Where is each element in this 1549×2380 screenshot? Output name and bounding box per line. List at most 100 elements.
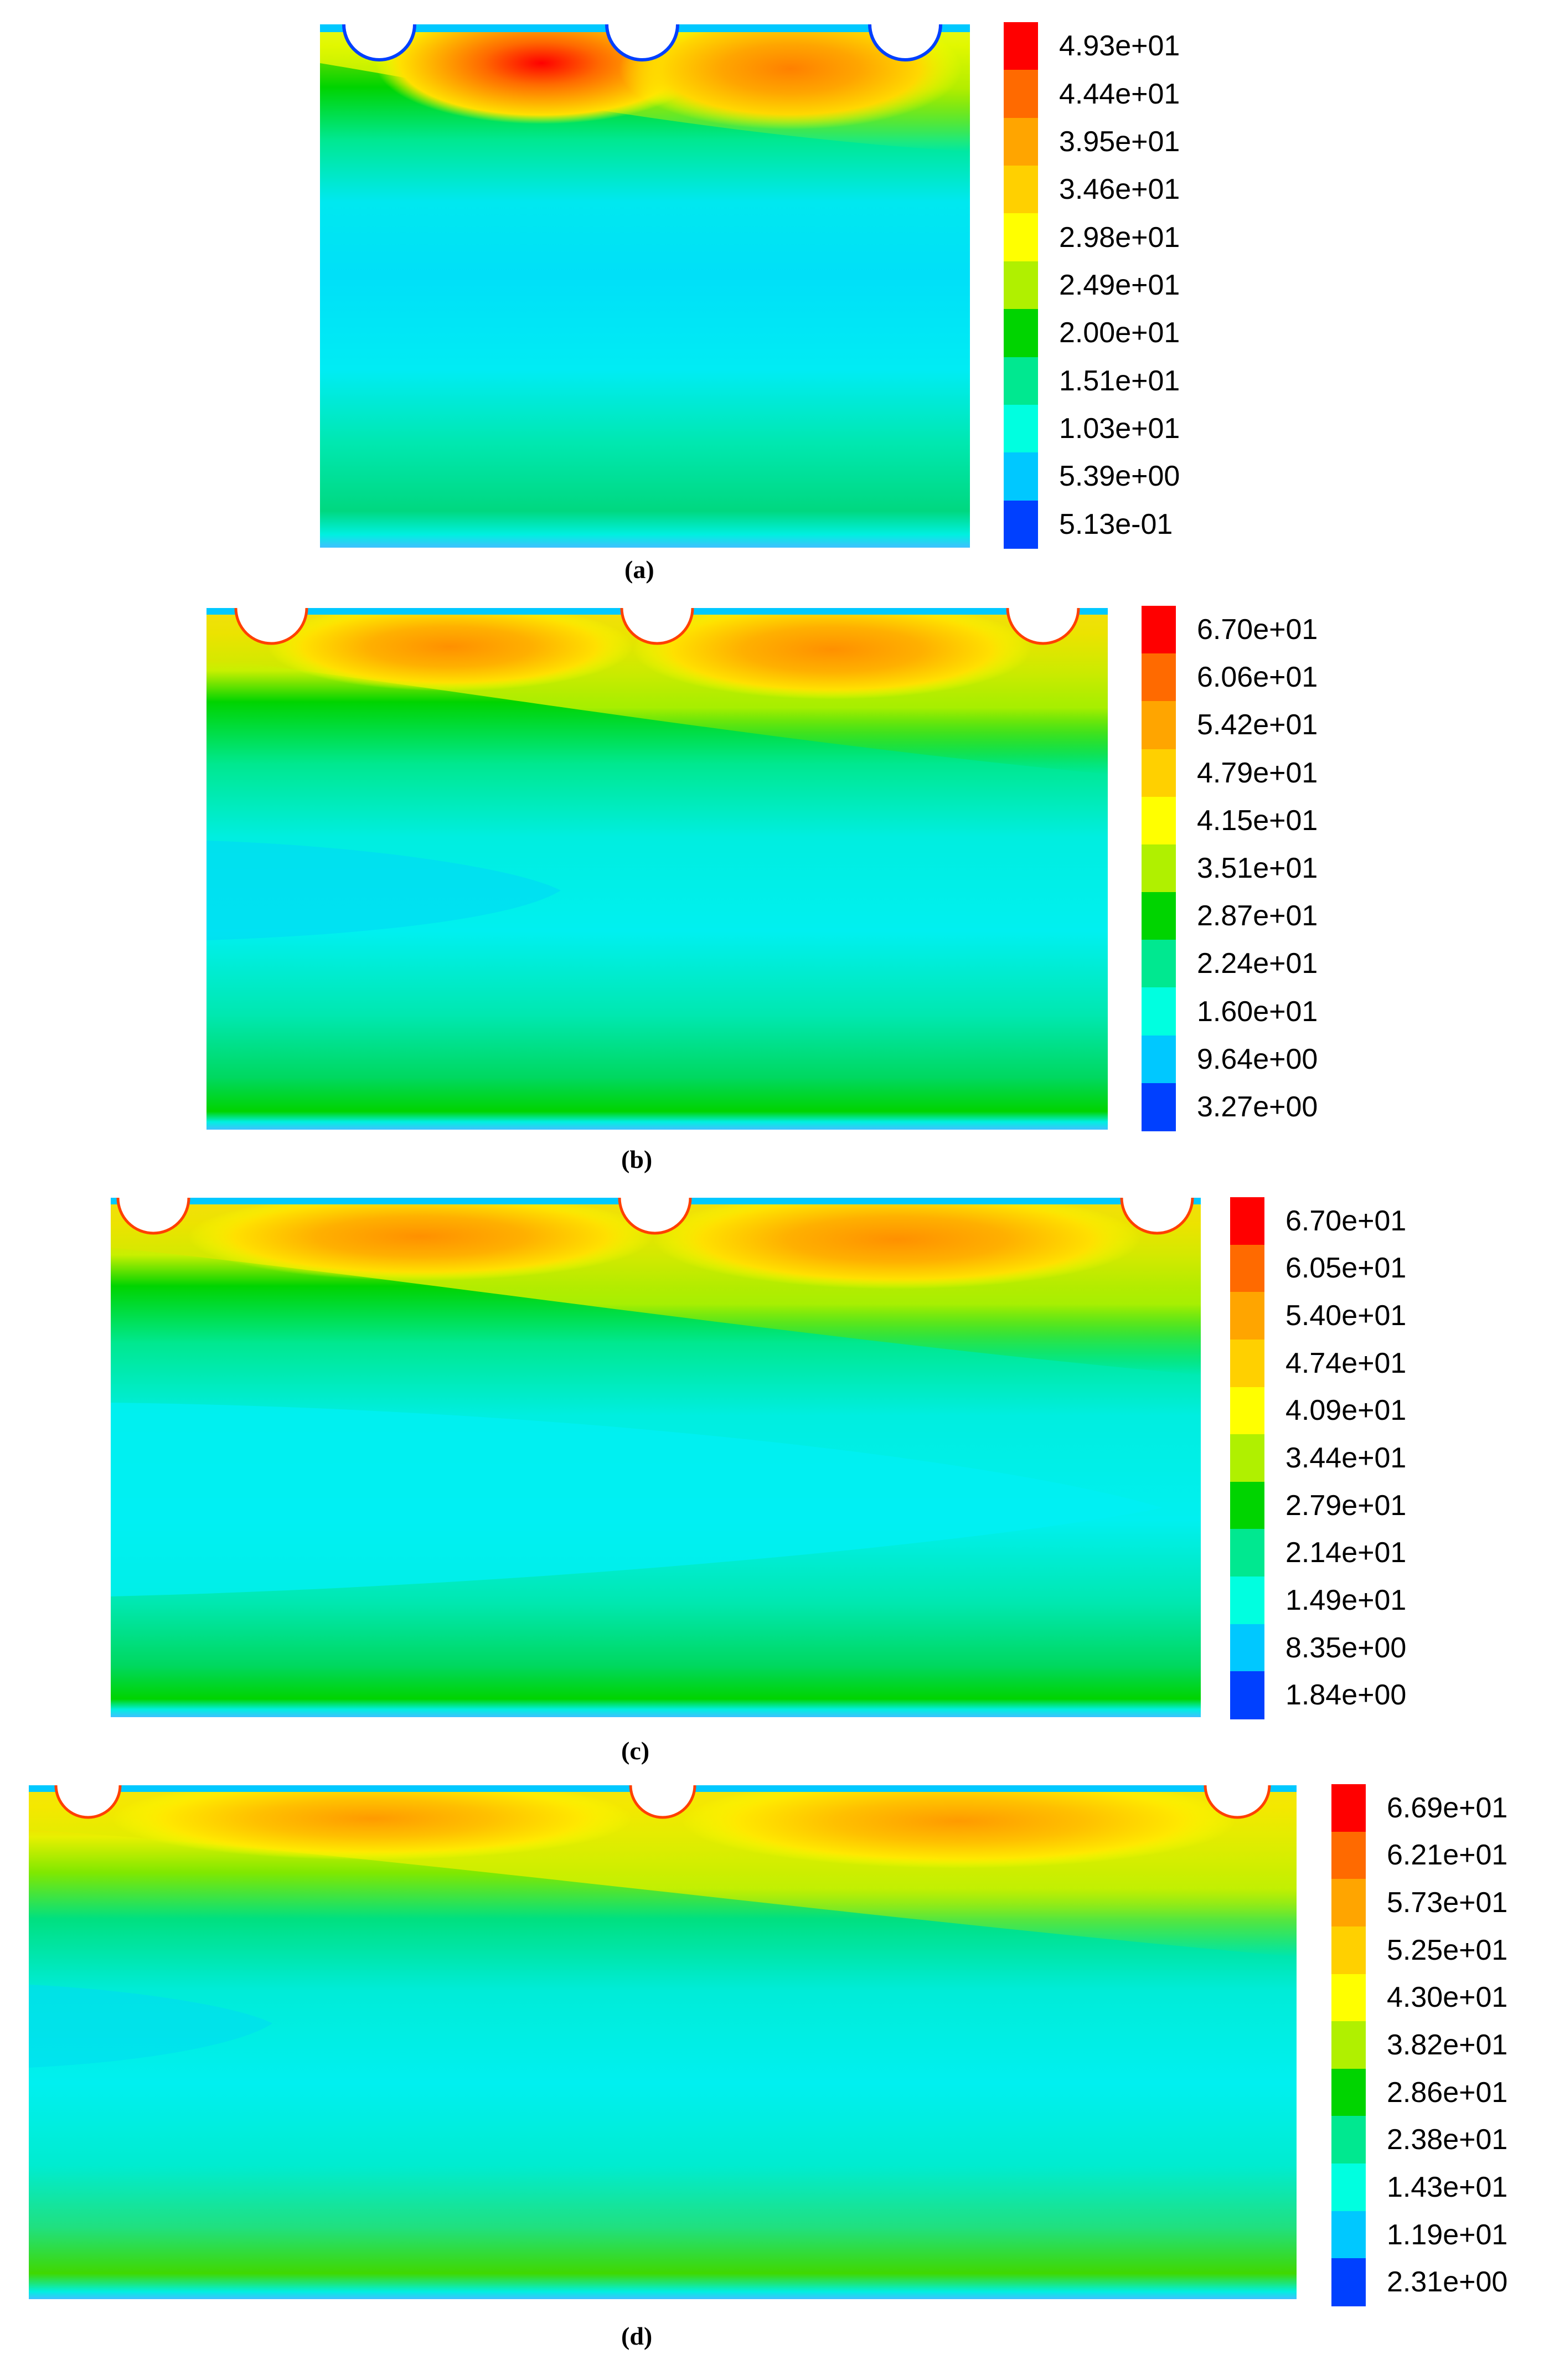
legend-label: 6.06e+01 (1197, 661, 1318, 694)
legend-swatch (1230, 1434, 1264, 1482)
legend-label: 1.51e+01 (1059, 364, 1180, 397)
legend-label: 6.69e+01 (1387, 1791, 1508, 1824)
legend-swatch (1331, 2021, 1366, 2069)
hot-spot-2 (653, 1198, 1140, 1289)
legend-label: 3.46e+01 (1059, 173, 1180, 206)
legend-label: 2.98e+01 (1059, 221, 1180, 254)
legend-swatch (1004, 500, 1038, 549)
legend-label: 2.86e+01 (1387, 2076, 1508, 2109)
legend-label: 5.42e+01 (1197, 709, 1318, 741)
legend-swatch (1230, 1624, 1264, 1672)
legend-swatch (1004, 452, 1038, 501)
legend-swatch (1230, 1577, 1264, 1625)
cylinder-1 (54, 1785, 122, 1819)
caption-b: (b) (621, 1145, 653, 1173)
legend-swatch (1004, 166, 1038, 214)
legend-swatch (1142, 940, 1176, 988)
legend-label: 3.51e+01 (1197, 852, 1318, 884)
legend-label: 5.25e+01 (1387, 1934, 1508, 1966)
legend-swatch (1004, 22, 1038, 71)
legend-label: 4.79e+01 (1197, 756, 1318, 789)
legend-swatch (1142, 844, 1176, 893)
cylinder-3 (1120, 1198, 1194, 1235)
legend-swatch (1230, 1671, 1264, 1719)
legend-label: 6.21e+01 (1387, 1839, 1508, 1872)
legend-swatch (1230, 1529, 1264, 1578)
caption-d: (d) (621, 2322, 653, 2350)
contour-plot-d (29, 1785, 1297, 2299)
legend-swatch (1230, 1339, 1264, 1388)
legend-label: 4.44e+01 (1059, 78, 1180, 110)
cylinder-1 (234, 608, 308, 645)
cylinder-2 (620, 608, 694, 645)
legend-swatch (1230, 1244, 1264, 1293)
legend-swatch (1004, 70, 1038, 119)
legend-swatch (1004, 309, 1038, 358)
contour-plot-a (320, 24, 970, 548)
cylinder-1 (116, 1198, 190, 1235)
cylinder-2 (605, 24, 679, 61)
legend-swatch (1142, 987, 1176, 1036)
legend-swatch (1331, 2068, 1366, 2117)
legend-label: 2.79e+01 (1285, 1489, 1407, 1522)
legend-label: 9.64e+00 (1197, 1043, 1318, 1075)
cylinder-3 (1006, 608, 1080, 645)
legend-label: 5.39e+00 (1059, 460, 1180, 493)
legend-swatch (1331, 2163, 1366, 2212)
legend-label: 2.38e+01 (1387, 2124, 1508, 2156)
legend-swatch (1331, 1974, 1366, 2022)
legend-label: 5.13e-01 (1059, 508, 1173, 540)
legend-label: 5.40e+01 (1285, 1300, 1407, 1332)
cylinder-2 (618, 1198, 692, 1235)
legend-label: 2.31e+00 (1387, 2266, 1508, 2299)
legend-swatch (1142, 701, 1176, 750)
legend-c: 6.70e+01 6.05e+01 5.40e+01 4.74e+01 4.09e+01… (1230, 1197, 1463, 1719)
caption-c: (c) (621, 1737, 650, 1765)
legend-swatch (1142, 606, 1176, 655)
legend-label: 4.30e+01 (1387, 1981, 1508, 2014)
legend-label: 8.35e+00 (1285, 1631, 1407, 1664)
legend-label: 4.09e+01 (1285, 1394, 1407, 1427)
legend-label: 4.15e+01 (1197, 804, 1318, 837)
legend-swatch (1230, 1292, 1264, 1340)
legend-label: 1.84e+00 (1285, 1679, 1407, 1712)
legend-label: 2.87e+01 (1197, 900, 1318, 933)
legend-swatch (1331, 2211, 1366, 2259)
legend-d: 6.69e+01 6.21e+01 5.73e+01 5.25e+01 4.30e+01… (1331, 1784, 1549, 2306)
legend-swatch (1230, 1197, 1264, 1245)
legend-label: 4.93e+01 (1059, 30, 1180, 63)
legend-label: 1.19e+01 (1387, 2218, 1508, 2251)
hot-spot-2 (682, 1785, 1236, 1868)
cylinder-3 (868, 24, 942, 61)
legend-swatch (1331, 1879, 1366, 1927)
cylinder-1 (342, 24, 416, 61)
legend-a: 4.93e+01 4.44e+01 3.95e+01 3.46e+01 2.98e+01… (1004, 22, 1236, 549)
legend-label: 6.05e+01 (1285, 1252, 1407, 1285)
legend-label: 1.49e+01 (1285, 1584, 1407, 1616)
legend-label: 1.03e+01 (1059, 413, 1180, 445)
legend-label: 3.95e+01 (1059, 125, 1180, 158)
legend-label: 2.24e+01 (1197, 947, 1318, 980)
legend-swatch (1331, 1784, 1366, 1832)
hot-spot-1 (112, 1785, 632, 1860)
legend-swatch (1142, 796, 1176, 845)
contour-plot-c (111, 1198, 1201, 1717)
legend-swatch (1142, 653, 1176, 702)
legend-swatch (1331, 2116, 1366, 2165)
legend-swatch (1142, 1083, 1176, 1131)
legend-swatch (1331, 2258, 1366, 2306)
legend-swatch (1142, 1035, 1176, 1084)
legend-label: 1.60e+01 (1197, 995, 1318, 1028)
cylinder-2 (629, 1785, 696, 1819)
legend-swatch (1331, 1926, 1366, 1975)
legend-label: 1.43e+01 (1387, 2171, 1508, 2203)
hot-spot-2 (633, 608, 1031, 699)
legend-swatch (1142, 892, 1176, 941)
legend-label: 5.73e+01 (1387, 1887, 1508, 1919)
legend-label: 3.44e+01 (1285, 1442, 1407, 1474)
legend-label: 3.27e+00 (1197, 1090, 1318, 1123)
legend-label: 3.82e+01 (1387, 2029, 1508, 2061)
legend-swatch (1004, 213, 1038, 262)
hot-spot-1 (188, 1198, 653, 1281)
legend-swatch (1004, 117, 1038, 167)
